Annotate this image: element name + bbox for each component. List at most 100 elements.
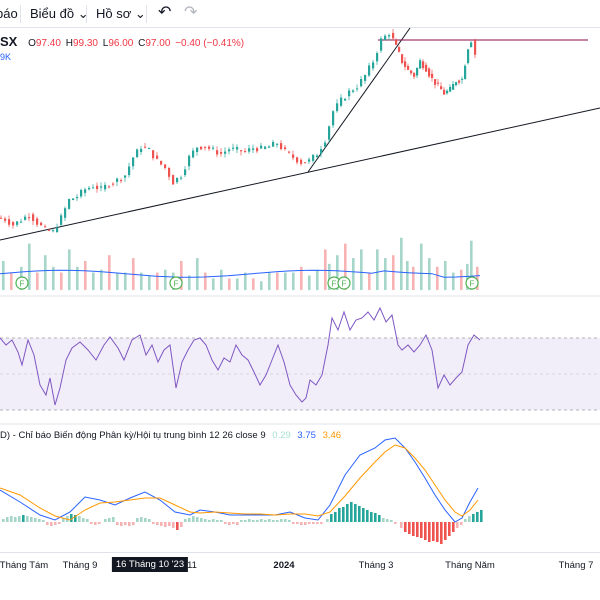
volume-bar: [300, 266, 303, 290]
volume-bar: [148, 275, 151, 290]
macd-hist-bar: [338, 508, 341, 522]
macd-title: D) - Chỉ báo Biến động Phân kỳ/Hội tụ tr…: [0, 430, 266, 441]
volume-bar: [452, 272, 455, 290]
macd-hist-bar: [34, 518, 37, 522]
candle-body: [470, 42, 473, 48]
macd-hist-bar: [94, 522, 97, 525]
candle-body: [208, 146, 211, 149]
macd-hist-bar: [354, 504, 357, 522]
macd-hist-bar: [452, 522, 455, 532]
candle-body: [324, 142, 327, 147]
volume-bar: [466, 263, 469, 290]
undo-icon[interactable]: ↶: [158, 4, 172, 21]
macd-hist-bar: [480, 510, 483, 522]
macd-hist-bar: [412, 522, 415, 536]
time-label: Tháng Năm: [445, 560, 495, 571]
volume-bar: [28, 243, 31, 290]
macd-hist-bar: [400, 522, 403, 528]
macd-hist-bar: [374, 513, 377, 522]
toolbar-item-partial[interactable]: báo: [0, 6, 18, 21]
price-legend: SX O97.40 H99.30 L96.00 C97.00 −0.40 (−0…: [0, 34, 245, 49]
candle-body: [104, 184, 107, 190]
profile-menu[interactable]: Hồ sơ ⌄: [96, 6, 146, 21]
candle-body: [292, 154, 295, 158]
close-value: 97.00: [145, 38, 171, 49]
macd-hist-bar: [184, 519, 187, 522]
trend-line-steep[interactable]: [307, 27, 411, 173]
candle-body: [288, 151, 291, 153]
macd-hist-bar: [212, 519, 215, 522]
volume-bar: [436, 266, 439, 290]
candle-body: [116, 178, 119, 182]
volume-bar: [412, 266, 415, 290]
macd-hist-bar: [248, 519, 251, 522]
candle-body: [380, 38, 383, 51]
event-flag-letter: F: [342, 280, 347, 289]
candle-body: [360, 79, 363, 87]
top-toolbar: báo Biểu đồ ⌄ Hồ sơ ⌄ ↶ ↷: [0, 0, 600, 28]
volume-bar: [180, 261, 183, 290]
candle-body: [112, 183, 115, 185]
event-flag-letter: F: [174, 280, 179, 289]
redo-icon[interactable]: ↷: [184, 4, 198, 21]
volume-bar: [460, 269, 463, 290]
candle-body: [248, 148, 251, 152]
candle-body: [184, 169, 187, 176]
macd-hist-bar: [386, 519, 389, 522]
candle-body: [224, 151, 227, 154]
time-label: Tháng 3: [358, 560, 394, 571]
candle-body: [407, 65, 410, 70]
event-flag-icon[interactable]: [465, 276, 479, 290]
macd-hist-bar: [200, 518, 203, 522]
change-value: −0.40 (−0.41%): [175, 38, 245, 49]
candle-body: [188, 155, 191, 167]
macd-hist-bar: [38, 519, 41, 522]
chart-type-menu[interactable]: Biểu đồ ⌄: [30, 6, 89, 21]
candle-body: [336, 103, 339, 112]
macd-hist-bar: [128, 522, 131, 526]
volume-bar: [196, 258, 199, 290]
candle-body: [296, 157, 299, 163]
macd-hist-bar: [440, 522, 443, 544]
volume-bar: [236, 278, 239, 290]
volume-bar: [76, 266, 79, 290]
candle-body: [467, 49, 470, 64]
macd-hist-bar: [320, 522, 323, 524]
time-axis[interactable]: Tháng Tám Tháng 9 16 Tháng 10 '23 11 202…: [0, 552, 600, 577]
macd-hist-bar: [124, 522, 127, 525]
trend-line-lower[interactable]: [0, 107, 600, 241]
candle-body: [364, 75, 367, 81]
event-flag-icon[interactable]: [337, 276, 351, 290]
macd-hist-bar: [112, 517, 115, 522]
candle-body: [156, 155, 159, 159]
candle-body: [96, 185, 99, 190]
macd-hist-bar: [346, 504, 349, 522]
macd-hist-bar: [300, 522, 303, 525]
candle-body: [240, 150, 243, 152]
volume-bar: [444, 261, 447, 290]
candle-body: [232, 147, 235, 149]
candle-body: [0, 217, 3, 219]
macd-hist-bar: [98, 522, 101, 524]
macd-hist-bar: [86, 519, 89, 522]
candle-body: [461, 78, 464, 80]
event-flag-icon[interactable]: [15, 276, 29, 290]
candle-body: [458, 80, 461, 83]
volume-label: 9K: [0, 52, 12, 62]
candle-body: [16, 221, 19, 225]
macd-hist-bar: [416, 522, 419, 537]
macd-hist-bar: [316, 522, 319, 524]
macd-hist-bar: [472, 514, 475, 522]
candle-body: [60, 215, 63, 225]
chevron-down-icon: ⌄: [77, 6, 89, 21]
volume-bar: [220, 269, 223, 290]
macd-hist-bar: [370, 512, 373, 522]
macd-hist-bar: [168, 522, 171, 526]
candle-body: [88, 187, 91, 190]
candle-body: [446, 90, 449, 94]
macd-hist-bar: [260, 519, 263, 522]
candle-body: [64, 208, 67, 218]
event-flag-icon[interactable]: [169, 276, 183, 290]
candle-body: [440, 86, 443, 90]
